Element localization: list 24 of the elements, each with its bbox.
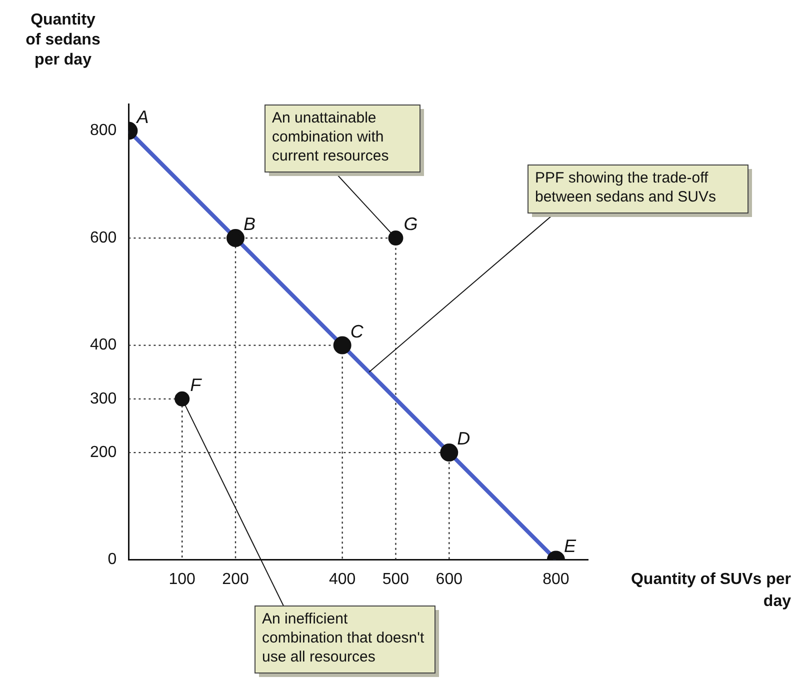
- x-tick-label: 100: [168, 570, 196, 588]
- y-tick-label: 400: [90, 336, 117, 354]
- annotation: An inefficient combination that doesn't use all resources: [262, 610, 425, 666]
- x-tick-label: 500: [382, 570, 410, 588]
- annotation: An unattainable combination with current resources: [272, 110, 389, 165]
- y-tick-label: 600: [90, 229, 117, 246]
- annotation: F: [190, 374, 202, 395]
- annotation: G: [404, 214, 418, 234]
- annotation: PPF showing the trade-off between sedans and SUVs: [535, 170, 716, 206]
- y-tick-label: 300: [90, 390, 117, 408]
- annotation: E: [564, 536, 577, 556]
- annotation: B: [244, 214, 256, 234]
- x-tick-label: 800: [542, 570, 570, 588]
- annotation: C: [350, 321, 364, 342]
- y-tick-label: 800: [90, 122, 117, 140]
- y-axis-title: Quantity of sedans per day: [26, 11, 100, 68]
- annotation: A: [136, 106, 149, 127]
- x-tick-label: 400: [328, 570, 356, 588]
- y-tick-label: 200: [90, 444, 117, 461]
- x-axis-title: Quantity of SUVs per day: [630, 571, 792, 610]
- annotation: D: [457, 428, 470, 449]
- y-tick-label: 0: [108, 551, 117, 568]
- x-tick-label: 600: [436, 570, 463, 588]
- x-tick-label: 200: [222, 570, 249, 588]
